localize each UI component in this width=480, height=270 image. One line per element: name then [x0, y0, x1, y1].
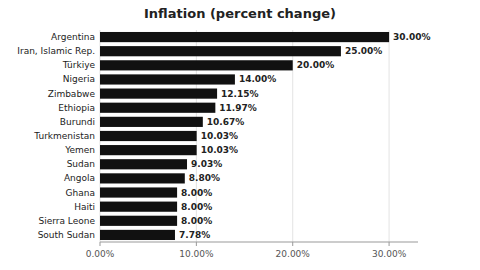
data-label: 25.00% [345, 46, 383, 56]
bar [100, 32, 389, 42]
bar [100, 202, 177, 212]
category-label: Haiti [74, 202, 95, 212]
bar [100, 173, 185, 183]
bar [100, 159, 187, 169]
data-label: 30.00% [393, 32, 431, 42]
category-label: Iran, Islamic Rep. [17, 46, 95, 56]
data-label: 8.00% [181, 216, 212, 226]
category-label: Argentina [51, 32, 95, 42]
bar [100, 117, 203, 127]
data-label: 9.03% [191, 159, 222, 169]
category-label: Türkiye [62, 60, 96, 70]
tick-mark [196, 242, 197, 246]
grid-line [389, 30, 390, 242]
tick-mark [389, 242, 390, 246]
chart-title: Inflation (percent change) [144, 6, 336, 21]
data-label: 7.78% [179, 230, 210, 240]
category-label: Burundi [60, 117, 95, 127]
data-label: 10.67% [207, 117, 245, 127]
data-label: 11.97% [219, 103, 257, 113]
tick-label: 20.00% [276, 249, 311, 259]
category-label: South Sudan [38, 230, 95, 240]
grid [100, 30, 389, 242]
data-labels: 30.00% 25.00% 20.00% 14.00% 12.15% 11.97% 10.6… [179, 32, 431, 240]
data-label: 14.00% [239, 74, 277, 84]
bars [100, 32, 389, 240]
tick-mark [292, 242, 293, 246]
category-label: Ethiopia [58, 103, 95, 113]
bar [100, 216, 177, 226]
tick-label: 0.00% [86, 249, 115, 259]
data-label: 20.00% [297, 60, 335, 70]
data-label: 12.15% [221, 89, 259, 99]
data-label: 10.03% [201, 145, 239, 155]
category-label: Sierra Leone [38, 216, 95, 226]
bar [100, 103, 215, 113]
data-label: 8.00% [181, 188, 212, 198]
data-label: 8.00% [181, 202, 212, 212]
category-label: Sudan [67, 159, 95, 169]
category-label: Nigeria [63, 74, 95, 84]
bar [100, 187, 177, 197]
bar [100, 74, 235, 84]
bar [100, 89, 217, 99]
tick-label: 30.00% [372, 249, 407, 259]
category-label: Angola [64, 173, 95, 183]
tick-label: 10.00% [179, 249, 214, 259]
tick-mark [100, 242, 101, 246]
chart-svg: Inflation (percent change) 0.00% 10.00% 20.… [0, 0, 480, 270]
bar [100, 60, 293, 70]
category-label: Zimbabwe [48, 89, 96, 99]
chart-container: Inflation (percent change) 0.00% 10.00% 20.… [0, 0, 480, 270]
bar [100, 131, 197, 141]
bar [100, 46, 341, 56]
x-axis-line [100, 242, 418, 243]
category-label: Turkmenistan [33, 131, 95, 141]
data-label: 8.80% [189, 173, 220, 183]
category-label: Yemen [64, 145, 95, 155]
bar [100, 230, 175, 240]
bar [100, 145, 197, 155]
data-label: 10.03% [201, 131, 239, 141]
category-label: Ghana [66, 188, 95, 198]
